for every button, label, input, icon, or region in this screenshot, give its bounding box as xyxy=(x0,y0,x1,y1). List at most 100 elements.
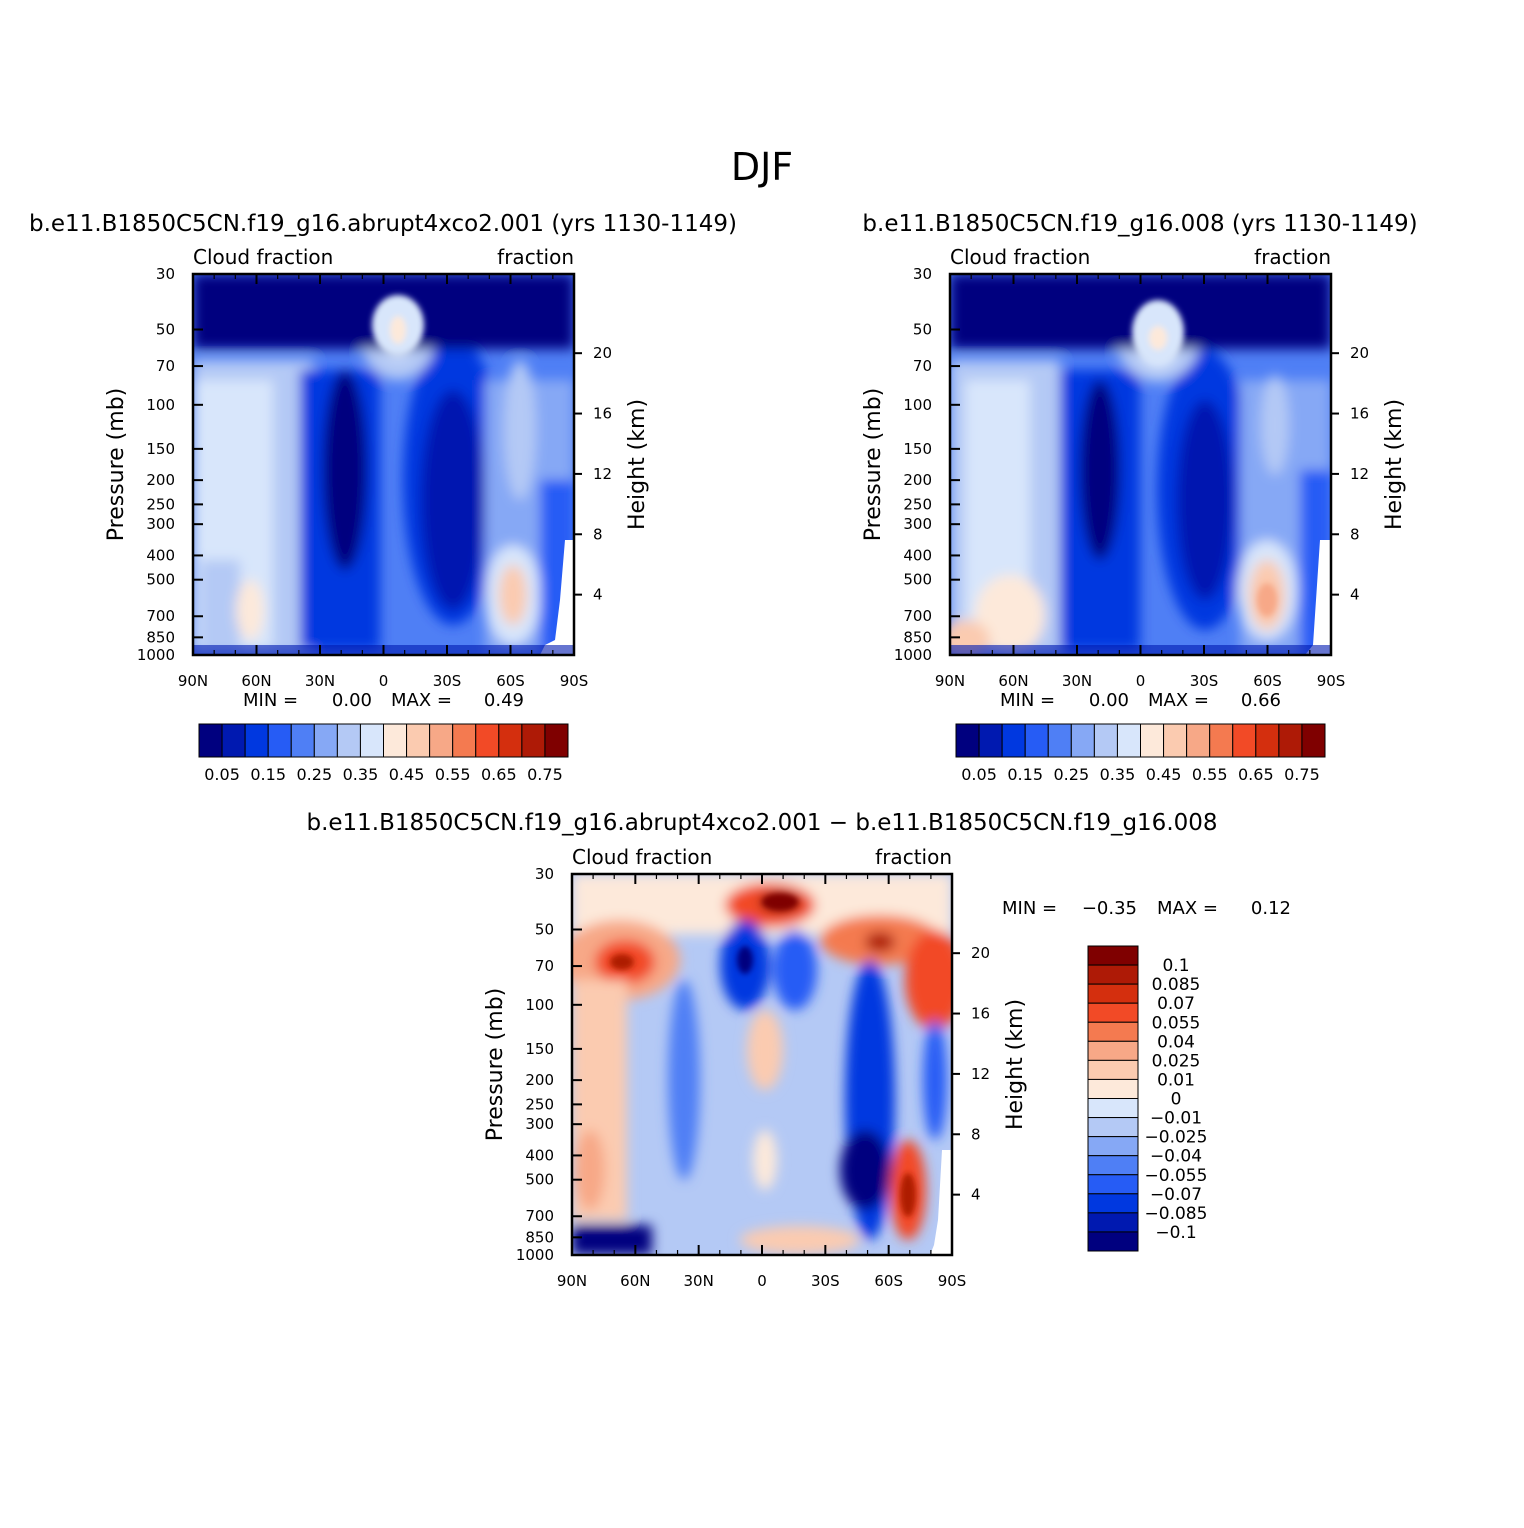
panel-diff-colorbar-label: −0.1 xyxy=(1155,1223,1196,1243)
panel-a-x-tick-label: 60N xyxy=(241,672,271,690)
panel-diff-y-axis-label: Pressure (mb) xyxy=(483,988,508,1142)
panel-a-colorbar-box xyxy=(544,723,569,758)
panel-a-x-tick-label: 30S xyxy=(433,672,462,690)
panel-diff-y-tick-label: 150 xyxy=(525,1040,554,1058)
panel-a-y-tick-label: 70 xyxy=(156,357,175,375)
panel-b-y-tick-label: 30 xyxy=(913,265,932,283)
panel-b-colorbar-label: 0.75 xyxy=(1284,765,1320,784)
panel-diff-x-tick-label: 60S xyxy=(874,1272,903,1290)
panel-a-x-tick-label: 90N xyxy=(178,672,208,690)
panel-a-y2-axis-label: Height (km) xyxy=(625,399,650,530)
panel-diff-right-label: fraction xyxy=(875,845,952,869)
panel-b-max-value: 0.66 xyxy=(1241,690,1281,711)
panel-a-y2-tick-label: 12 xyxy=(593,465,612,483)
panel-a-colorbar-box xyxy=(336,723,361,758)
panel-diff-colorbar-box xyxy=(1087,1002,1139,1023)
panel-b-colorbar-box xyxy=(1255,723,1280,758)
panel-a-colorbar-box xyxy=(267,723,292,758)
panel-a-y-tick-label: 30 xyxy=(156,265,175,283)
panel-diff-colorbar-label: 0.04 xyxy=(1157,1032,1195,1052)
panel-a-contour-field xyxy=(193,274,574,655)
panel-diff-contour-field xyxy=(572,874,952,1255)
panel-a-x-tick-label: 60S xyxy=(496,672,525,690)
panel-b-colorbar-box xyxy=(1301,723,1326,758)
panel-diff-max-value: 0.12 xyxy=(1251,898,1291,919)
panel-b-x-tick-label: 0 xyxy=(1136,672,1146,690)
panel-b-colorbar-label: 0.05 xyxy=(961,765,997,784)
panel-a-colorbar-label: 0.75 xyxy=(527,765,563,784)
panel-b-max-label: MAX = xyxy=(1148,690,1209,711)
panel-diff-title: b.e11.B1850C5CN.f19_g16.abrupt4xco2.001 … xyxy=(306,810,1217,836)
panel-diff-colorbar-box xyxy=(1087,1155,1139,1176)
panel-diff-colorbar-box xyxy=(1087,1136,1139,1157)
panel-b-colorbar-box xyxy=(1093,723,1118,758)
panel-diff-colorbar-box xyxy=(1087,1078,1139,1099)
panel-diff-colorbar-box xyxy=(1087,1098,1139,1119)
panel-a-colorbar-box xyxy=(198,723,223,758)
panel-diff-y-tick-label: 400 xyxy=(525,1146,554,1164)
panel-diff-colorbar-box xyxy=(1087,1117,1139,1138)
panel-a-colorbar: 0.05 0.15 0.25 0.35 0.45 0.55 0.65 0.75 xyxy=(198,723,569,784)
panel-b-colorbar-box xyxy=(1047,723,1072,758)
panel-a-y-tick-label: 1000 xyxy=(137,646,175,664)
panel-diff-colorbar-box xyxy=(1087,1212,1139,1233)
panel-b-y-tick-label: 100 xyxy=(903,396,932,414)
panel-diff-colorbar-box xyxy=(1087,983,1139,1004)
panel-diff-y2-tick-label: 8 xyxy=(971,1125,981,1143)
panel-diff-colorbar-label: 0.1 xyxy=(1162,956,1189,976)
panel-a-y-tick-label: 150 xyxy=(146,440,175,458)
panel-b-min-label: MIN = xyxy=(1000,690,1055,711)
panel-diff-left-label: Cloud fraction xyxy=(572,845,712,869)
panel-b-y-tick-label: 200 xyxy=(903,471,932,489)
panel-b-y-tick-label: 300 xyxy=(903,515,932,533)
panel-diff-y-tick-label: 500 xyxy=(525,1171,554,1189)
panel-b-y2-tick-label: 4 xyxy=(1350,586,1360,604)
panel-b-y-tick-label: 400 xyxy=(903,546,932,564)
panel-diff-y-tick-label: 250 xyxy=(525,1095,554,1113)
panel-b-colorbar: 0.05 0.15 0.25 0.35 0.45 0.55 0.65 0.75 xyxy=(955,723,1326,784)
panel-diff-colorbar-label: 0.01 xyxy=(1157,1070,1195,1090)
panel-diff-y-tick-label: 1000 xyxy=(516,1246,554,1264)
panel-b-colorbar-box xyxy=(1209,723,1234,758)
panel-diff-colorbar-label: −0.025 xyxy=(1145,1128,1208,1148)
panel-b-x-tick-label: 90S xyxy=(1317,672,1346,690)
panel-a-x-tick-label: 90S xyxy=(560,672,589,690)
panel-b-colorbar-box xyxy=(1116,723,1141,758)
panel-b-min-value: 0.00 xyxy=(1089,690,1129,711)
panel-diff-colorbar-label: −0.085 xyxy=(1145,1204,1208,1224)
panel-diff-colorbar-label: −0.01 xyxy=(1150,1109,1202,1129)
panel-diff: b.e11.B1850C5CN.f19_g16.abrupt4xco2.001 … xyxy=(306,810,1291,1290)
panel-a-colorbar-label: 0.15 xyxy=(250,765,286,784)
panel-a-title: b.e11.B1850C5CN.f19_g16.abrupt4xco2.001 … xyxy=(29,211,737,237)
panel-b-y-tick-label: 500 xyxy=(903,571,932,589)
page-title: DJF xyxy=(731,145,793,189)
panel-a-colorbar-label: 0.55 xyxy=(435,765,471,784)
panel-b-colorbar-label: 0.45 xyxy=(1146,765,1182,784)
panel-b-colorbar-box xyxy=(978,723,1003,758)
panel-a-colorbar-label: 0.65 xyxy=(481,765,517,784)
panel-b-colorbar-box xyxy=(1232,723,1257,758)
panel-b-y-tick-label: 70 xyxy=(913,357,932,375)
panel-b-colorbar-box xyxy=(1001,723,1026,758)
panel-b-y-tick-label: 150 xyxy=(903,440,932,458)
panel-diff-y-tick-label: 30 xyxy=(535,865,554,883)
panel-b-x-tick-label: 90N xyxy=(935,672,965,690)
panel-a-y-tick-label: 100 xyxy=(146,396,175,414)
panel-diff-y-tick-label: 300 xyxy=(525,1115,554,1133)
panel-diff-y2-tick-label: 4 xyxy=(971,1186,981,1204)
panel-b-y-tick-label: 700 xyxy=(903,607,932,625)
panel-b-y-axis-label: Pressure (mb) xyxy=(861,388,886,542)
panel-diff-x-tick-label: 90S xyxy=(938,1272,967,1290)
panel-a-y-tick-label: 250 xyxy=(146,495,175,513)
panel-diff-y2-tick-label: 16 xyxy=(971,1005,990,1023)
panel-a-y-tick-label: 500 xyxy=(146,571,175,589)
panel-b-x-tick-label: 60N xyxy=(998,672,1028,690)
panel-b-title: b.e11.B1850C5CN.f19_g16.008 (yrs 1130-11… xyxy=(862,211,1417,237)
panel-b-y-tick-label: 50 xyxy=(913,321,932,339)
panel-b-x-tick-label: 30N xyxy=(1062,672,1092,690)
panel-b-x-tick-label: 30S xyxy=(1190,672,1219,690)
panel-b-colorbar-box xyxy=(955,723,980,758)
panel-a: b.e11.B1850C5CN.f19_g16.abrupt4xco2.001 … xyxy=(29,211,737,784)
panel-b-y2-tick-label: 12 xyxy=(1350,465,1369,483)
panel-diff-y2-axis-label: Height (km) xyxy=(1003,999,1028,1130)
